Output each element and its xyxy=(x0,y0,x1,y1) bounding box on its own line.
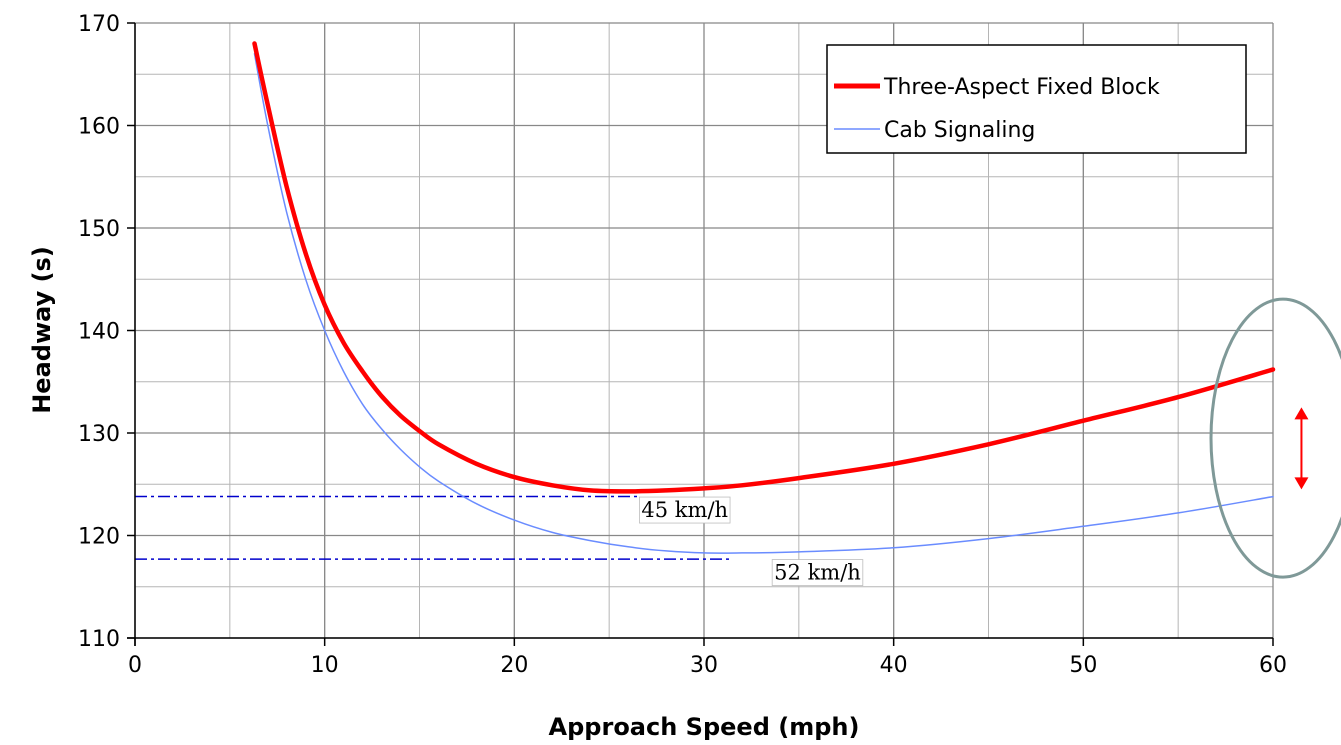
annotation-label: 52 km/h xyxy=(774,561,861,585)
arrow-head-down xyxy=(1294,477,1309,490)
series-line-three-aspect-fixed-block xyxy=(252,41,1276,494)
y-tick-label: 110 xyxy=(78,627,120,652)
x-tick-label: 20 xyxy=(500,653,528,678)
x-axis-title: Approach Speed (mph) xyxy=(549,713,860,741)
speed-annotation: 52 km/h xyxy=(771,559,864,586)
annotation-box xyxy=(639,496,731,524)
legend: Three-Aspect Fixed Block Cab Signaling xyxy=(826,44,1247,154)
legend-box xyxy=(826,44,1247,154)
y-tick-label: 130 xyxy=(78,422,120,447)
speed-annotation: 45 km/h xyxy=(639,496,731,524)
x-tick-label: 60 xyxy=(1259,653,1287,678)
highlight-ellipse xyxy=(1209,297,1341,579)
y-axis-title: Headway (s) xyxy=(28,246,56,414)
x-tick-labels: 0 10 20 30 40 50 60 xyxy=(128,653,1287,678)
y-tick-labels: 110 120 130 140 150 160 170 xyxy=(78,12,120,652)
reference-lines xyxy=(135,495,733,560)
x-tick-label: 30 xyxy=(690,653,718,678)
x-tick-label: 10 xyxy=(311,653,339,678)
highlight-group xyxy=(1209,297,1341,579)
annotations: 45 km/h 52 km/h xyxy=(639,496,864,586)
series-line-cab-signaling xyxy=(253,53,1274,554)
x-tick-label: 50 xyxy=(1069,653,1097,678)
legend-label-cab-signaling: Cab Signaling xyxy=(884,118,1035,143)
y-tick-label: 170 xyxy=(78,12,120,37)
y-tick-label: 150 xyxy=(78,217,120,242)
series-layer xyxy=(252,41,1276,554)
x-tick-label: 40 xyxy=(880,653,908,678)
annotation-box xyxy=(771,559,864,586)
y-tick-label: 120 xyxy=(78,525,120,550)
x-tick-label: 0 xyxy=(128,653,142,678)
arrow-head-up xyxy=(1294,407,1309,420)
legend-label-three-aspect: Three-Aspect Fixed Block xyxy=(883,75,1160,100)
y-tick-label: 160 xyxy=(78,115,120,140)
y-tick-label: 140 xyxy=(78,320,120,345)
axes xyxy=(127,22,1274,646)
annotation-label: 45 km/h xyxy=(641,498,728,522)
